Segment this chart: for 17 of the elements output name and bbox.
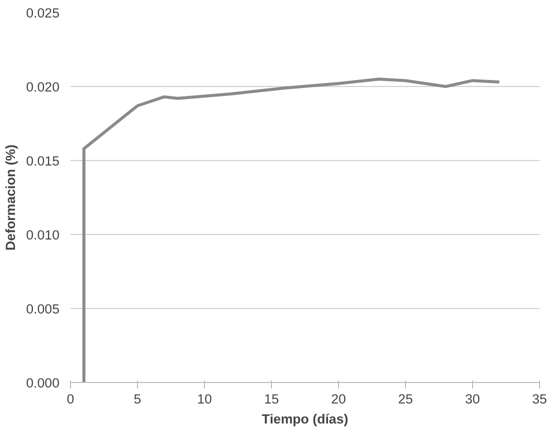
y-tick-label: 0.015 — [26, 154, 60, 168]
x-tick-label: 25 — [398, 392, 413, 406]
x-axis-title: Tiempo (días) — [262, 412, 348, 426]
y-tick-label: 0.010 — [26, 228, 60, 242]
x-tick-label: 35 — [532, 392, 547, 406]
y-tick-label: 0.020 — [26, 80, 60, 94]
y-tick-label: 0.005 — [26, 302, 60, 316]
y-tick-label: 0.025 — [26, 6, 60, 20]
x-tick-label: 20 — [331, 392, 346, 406]
x-tick-label: 0 — [66, 392, 74, 406]
x-tick-label: 30 — [465, 392, 480, 406]
line-series — [82, 78, 501, 382]
x-tick-label: 10 — [197, 392, 212, 406]
y-tick-label: 0.000 — [26, 376, 60, 390]
x-tick-label: 5 — [134, 392, 142, 406]
y-axis-title: Deformacion (%) — [3, 144, 18, 250]
x-tick-label: 15 — [264, 392, 279, 406]
